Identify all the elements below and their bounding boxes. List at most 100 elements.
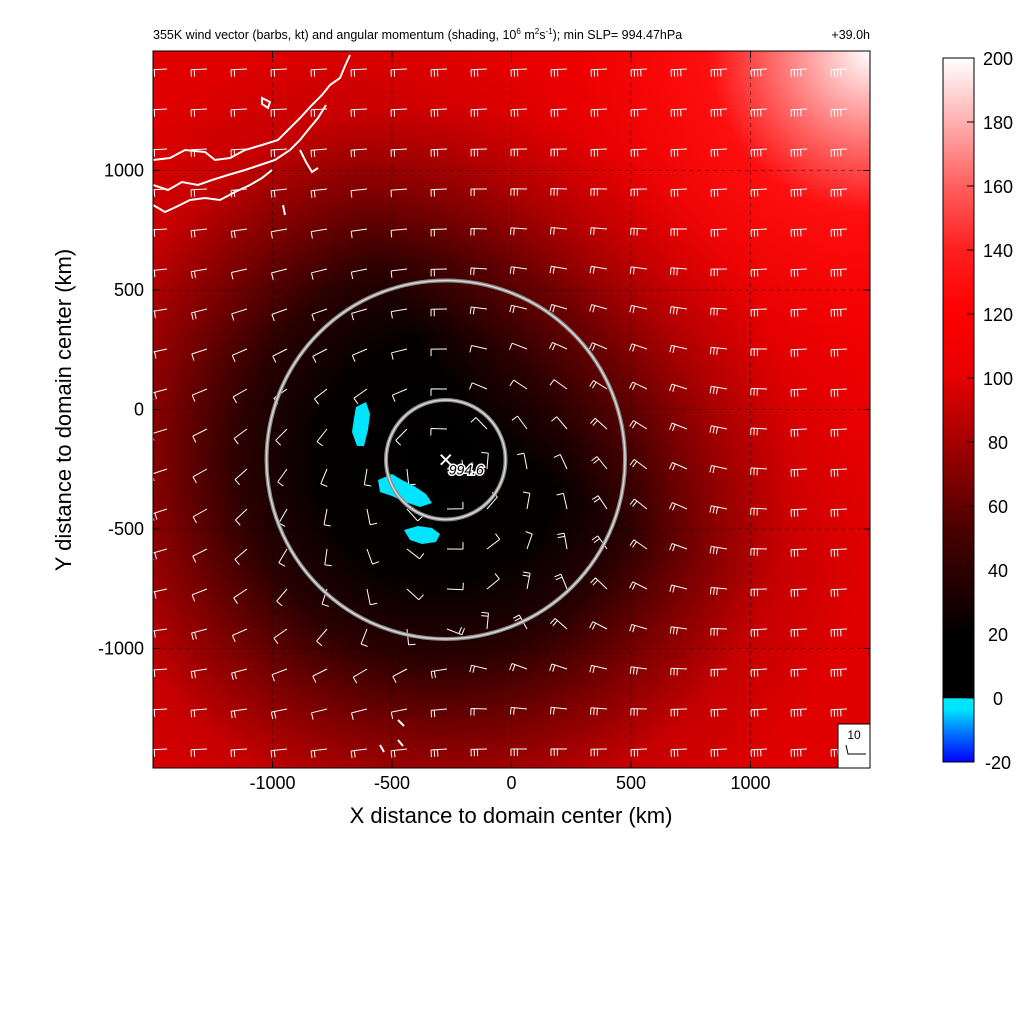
wind-barb [230, 228, 248, 239]
wind-barb [351, 708, 368, 720]
x-tick-label: -500 [374, 773, 410, 793]
wind-barb [790, 108, 808, 117]
wind-barb [830, 228, 848, 237]
wind-barb [271, 668, 288, 682]
colorbar-tick-label: 20 [988, 625, 1008, 645]
wind-barb [430, 348, 448, 357]
wind-barb [710, 307, 728, 316]
wind-barb [590, 68, 608, 77]
wind-barb [390, 228, 408, 238]
wind-barb [590, 707, 608, 716]
wind-barb [670, 148, 688, 157]
wind-barb [190, 108, 208, 117]
wind-barb [481, 452, 489, 470]
wind-barb [190, 188, 208, 197]
wind-barb [363, 468, 372, 487]
wind-barb [790, 428, 808, 437]
wind-barb [310, 108, 328, 117]
wind-barb [390, 268, 408, 278]
reference-barb-box: 10 [837, 723, 871, 769]
wind-barb [710, 108, 728, 117]
wind-barb [510, 227, 528, 236]
wind-barb [670, 667, 688, 676]
colorbar-tick-label: 140 [983, 241, 1013, 261]
wind-barb [790, 748, 808, 757]
wind-barb [790, 228, 808, 237]
wind-barb [312, 348, 328, 363]
wind-barb [790, 508, 808, 517]
chart-title: 355K wind vector (barbs, kt) and angular… [153, 27, 682, 42]
radius-ring-highlight [265, 279, 626, 640]
wind-barb [270, 188, 288, 198]
wind-barb [190, 148, 208, 157]
wind-barb [630, 227, 648, 236]
wind-barb [351, 308, 368, 321]
wind-barb [486, 533, 501, 550]
wind-barb [592, 495, 608, 510]
time-label: +39.0h [831, 28, 870, 42]
wind-barb [669, 306, 688, 315]
wind-barb [153, 748, 168, 757]
wind-barb [790, 668, 808, 677]
wind-barb [750, 387, 768, 396]
wind-barb [510, 188, 528, 196]
y-axis-label: Y distance to domain center (km) [51, 249, 76, 571]
wind-barb [589, 342, 608, 351]
wind-barb [589, 265, 608, 274]
wind-barb [190, 228, 208, 238]
wind-barb [350, 268, 368, 280]
wind-barb [509, 342, 528, 350]
wind-barb [549, 706, 568, 715]
wind-barb [550, 748, 568, 756]
colorbar-tick-label: -20 [985, 753, 1011, 773]
wind-barb [469, 306, 488, 315]
wind-barb [750, 628, 768, 637]
wind-barb [750, 427, 768, 436]
wind-barb [549, 379, 568, 390]
wind-barb [270, 68, 288, 77]
wind-barb [470, 267, 488, 276]
wind-barb [830, 388, 848, 397]
wind-barb [446, 501, 464, 510]
wind-barb [234, 468, 248, 486]
colorbar-tick-label: 200 [983, 49, 1013, 69]
wind-barb [230, 108, 248, 117]
wind-barb [670, 108, 688, 117]
wind-barb [549, 227, 568, 235]
wind-barb [230, 188, 248, 198]
coastline-path [282, 204, 405, 753]
wind-barb [830, 188, 848, 197]
wind-barb [709, 385, 728, 395]
wind-barb [629, 624, 648, 633]
wind-barb [271, 268, 288, 280]
wind-barb [234, 548, 248, 566]
wind-barb [710, 628, 728, 636]
wind-barb [190, 668, 208, 679]
wind-barb [509, 304, 528, 314]
wind-barb [430, 68, 448, 77]
wind-barb [310, 188, 328, 198]
wind-barb [310, 148, 328, 158]
wind-barb [470, 68, 488, 77]
wind-barb [710, 228, 728, 237]
wind-barb [830, 348, 848, 357]
wind-barb [550, 148, 568, 157]
wind-barb [430, 428, 448, 436]
wind-barb [790, 148, 808, 157]
wind-barb [553, 453, 568, 470]
wind-barb [710, 68, 728, 77]
wind-barb [350, 68, 368, 77]
wind-barb [590, 148, 608, 157]
wind-barb [790, 628, 808, 637]
wind-barb [629, 343, 648, 352]
wind-barb [590, 577, 608, 590]
cyan-patch [352, 402, 370, 446]
wind-barb [509, 266, 528, 275]
wind-barb [790, 588, 808, 597]
wind-barb [153, 68, 168, 77]
wind-barbs [153, 68, 848, 758]
wind-barb [470, 108, 488, 117]
wind-barb [366, 508, 378, 526]
wind-barb [470, 148, 488, 157]
wind-barb [670, 228, 688, 236]
